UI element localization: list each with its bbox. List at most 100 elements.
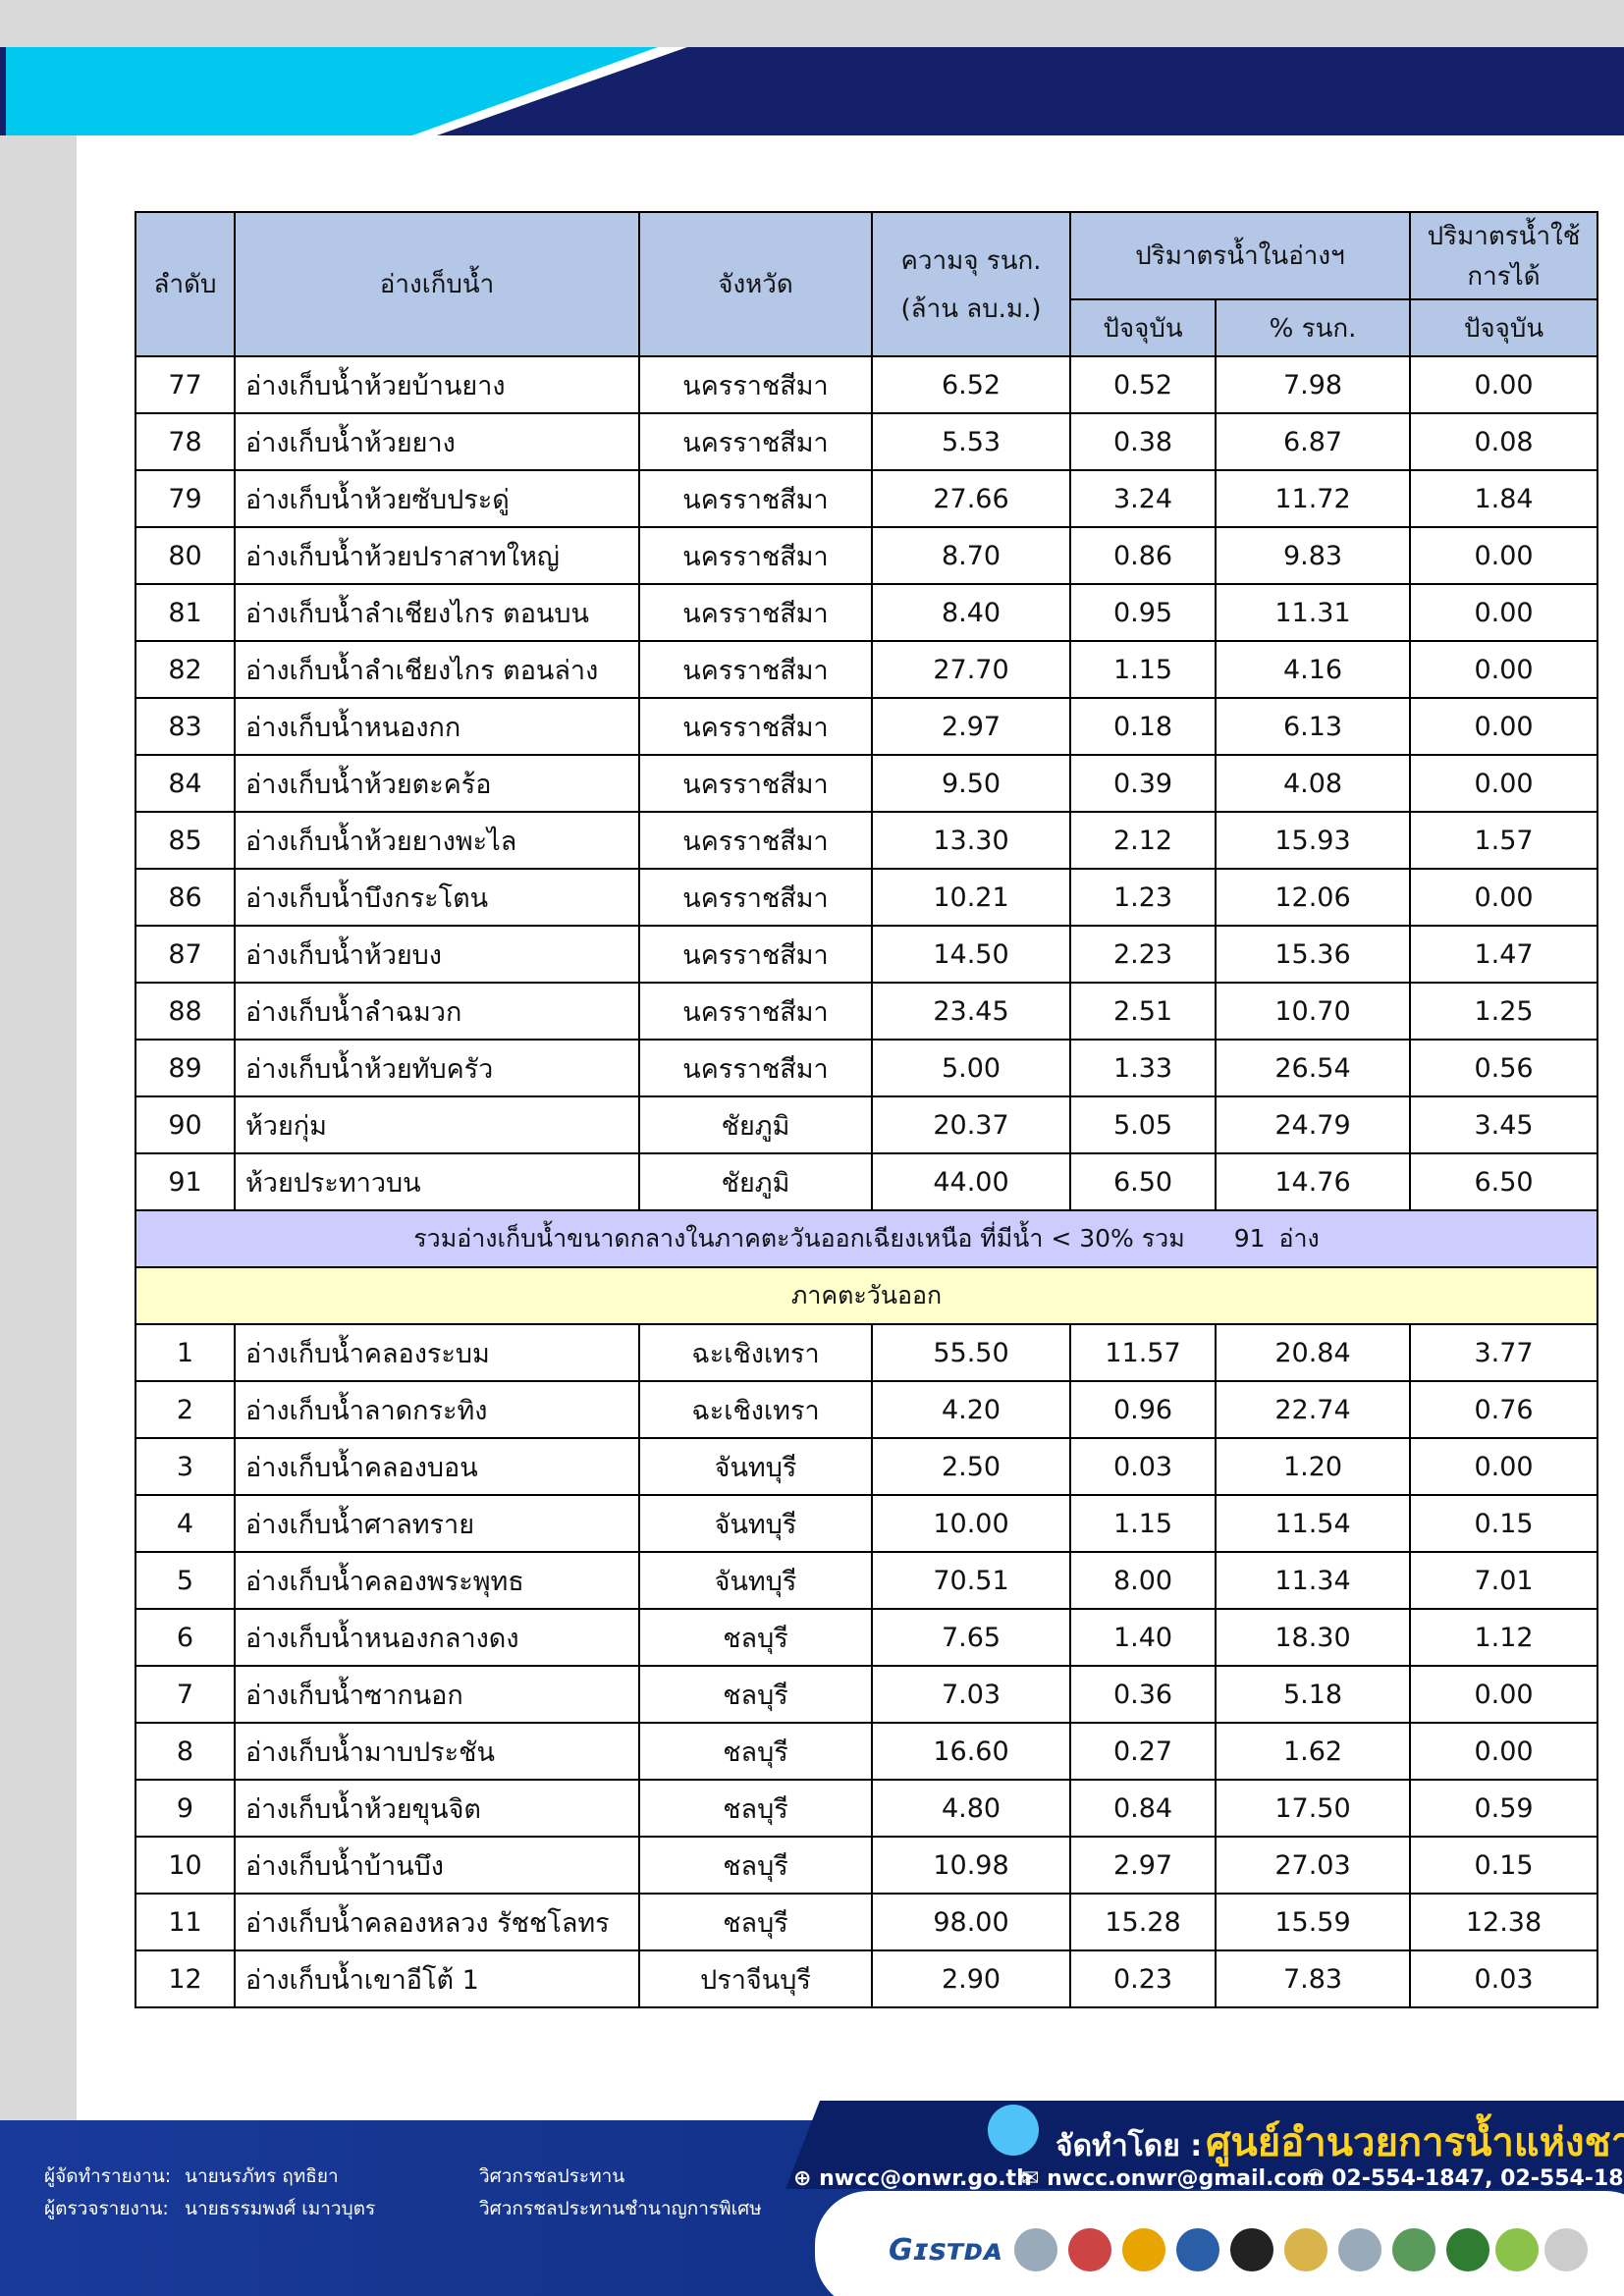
cell-usable: 1.25: [1409, 982, 1599, 1041]
cell-usable: 0.00: [1409, 1665, 1599, 1724]
cell-name: อ่างเก็บน้ำหนองกลางดง: [234, 1608, 640, 1667]
cell-capacity: 4.20: [871, 1380, 1071, 1439]
table-row: 78 อ่างเก็บน้ำห้วยยาง นครราชสีมา 5.53 0.38 6.…: [135, 412, 1599, 471]
cell-capacity: 5.53: [871, 412, 1071, 471]
cell-no: 84: [135, 754, 236, 813]
cell-percent: 4.16: [1214, 640, 1412, 699]
cell-percent: 20.84: [1214, 1323, 1412, 1382]
cell-usable: 3.45: [1409, 1095, 1599, 1154]
cell-usable: 0.00: [1409, 697, 1599, 756]
cell-volume: 0.36: [1069, 1665, 1217, 1724]
cell-usable: 0.15: [1409, 1836, 1599, 1895]
cell-usable: 0.08: [1409, 412, 1599, 471]
header-volume-now: ปัจจุบัน: [1069, 298, 1217, 357]
cell-name: อ่างเก็บน้ำห้วยขุนจิต: [234, 1779, 640, 1838]
cell-name: อ่างเก็บน้ำหนองกก: [234, 697, 640, 756]
cell-province: นครราชสีมา: [638, 583, 873, 642]
cell-name: อ่างเก็บน้ำห้วยทับครัว: [234, 1039, 640, 1097]
org-name: ศูนย์อำนวยการน้ำแห่งชาติ: [1206, 2120, 1624, 2165]
cell-volume: 3.24: [1069, 469, 1217, 528]
table-row: 9 อ่างเก็บน้ำห้วยขุนจิต ชลบุรี 4.80 0.84 17.5…: [135, 1779, 1599, 1838]
cell-volume: 2.51: [1069, 982, 1217, 1041]
cell-name: อ่างเก็บน้ำห้วยบง: [234, 925, 640, 984]
cell-no: 4: [135, 1494, 236, 1553]
cell-volume: 0.95: [1069, 583, 1217, 642]
summary-row: รวมอ่างเก็บน้ำขนาดกลางในภาคตะวันออกเฉียง…: [134, 1209, 1599, 1268]
gistda-logo: Gɪsᴛᴅᴀ: [889, 2233, 1002, 2268]
top-band: [0, 0, 1624, 47]
cell-province: นครราชสีมา: [638, 697, 873, 756]
email: ✉ nwcc.onwr@gmail.com: [1021, 2166, 1325, 2191]
cell-volume: 8.00: [1069, 1551, 1217, 1610]
cell-name: อ่างเก็บน้ำบ้านบึง: [234, 1836, 640, 1895]
cell-name: อ่างเก็บน้ำบึงกระโตน: [234, 868, 640, 927]
cell-percent: 9.83: [1214, 526, 1412, 585]
cell-volume: 0.39: [1069, 754, 1217, 813]
table-row: 91 ห้วยประทาวบน ชัยภูมิ 44.00 6.50 14.76 6.50: [135, 1152, 1599, 1211]
cell-percent: 15.36: [1214, 925, 1412, 984]
cell-percent: 11.31: [1214, 583, 1412, 642]
email-text: nwcc.onwr@gmail.com: [1047, 2166, 1325, 2191]
cell-usable: 1.47: [1409, 925, 1599, 984]
cell-province: จันทบุรี: [638, 1437, 873, 1496]
cell-percent: 11.34: [1214, 1551, 1412, 1610]
cell-capacity: 2.90: [871, 1949, 1071, 2008]
cell-usable: 0.03: [1409, 1949, 1599, 2008]
cell-no: 91: [135, 1152, 236, 1211]
section-title: ภาคตะวันออก: [134, 1266, 1599, 1325]
cell-no: 81: [135, 583, 236, 642]
cell-capacity: 14.50: [871, 925, 1071, 984]
cell-volume: 2.97: [1069, 1836, 1217, 1895]
cell-volume: 0.27: [1069, 1722, 1217, 1781]
header-usable-now: ปัจจุบัน: [1409, 298, 1599, 357]
cell-no: 10: [135, 1836, 236, 1895]
cell-capacity: 6.52: [871, 355, 1071, 414]
table-row: 88 อ่างเก็บน้ำลำฉมวก นครราชสีมา 23.45 2.51 10…: [135, 982, 1599, 1041]
phone: ✆ 02-554-1847, 02-554-1800: [1306, 2166, 1624, 2191]
table-row: 4 อ่างเก็บน้ำศาลทราย จันทบุรี 10.00 1.15 11.5…: [135, 1494, 1599, 1553]
cell-capacity: 10.00: [871, 1494, 1071, 1553]
cell-no: 85: [135, 811, 236, 870]
cell-volume: 0.96: [1069, 1380, 1217, 1439]
cell-no: 88: [135, 982, 236, 1041]
cell-percent: 27.03: [1214, 1836, 1412, 1895]
cell-percent: 15.59: [1214, 1893, 1412, 1951]
header-capacity-line: ความจุ รนก.: [900, 245, 1042, 276]
cell-name: อ่างเก็บน้ำห้วยซับประดู่: [234, 469, 640, 528]
table-row: 2 อ่างเก็บน้ำลาดกระทิง ฉะเชิงเทรา 4.20 0.96 2…: [135, 1380, 1599, 1439]
cell-usable: 3.77: [1409, 1323, 1599, 1382]
cell-percent: 10.70: [1214, 982, 1412, 1041]
cell-name: อ่างเก็บน้ำลำเชียงไกร ตอนล่าง: [234, 640, 640, 699]
header-no: ลำดับ: [135, 211, 236, 357]
summary-count: 91: [1233, 1224, 1266, 1253]
table-row: 80 อ่างเก็บน้ำห้วยปราสาทใหญ่ นครราชสีมา 8.7…: [135, 526, 1599, 585]
cell-usable: 1.12: [1409, 1608, 1599, 1667]
cell-no: 82: [135, 640, 236, 699]
cell-percent: 7.98: [1214, 355, 1412, 414]
cell-name: อ่างเก็บน้ำลำเชียงไกร ตอนบน: [234, 583, 640, 642]
cell-usable: 0.00: [1409, 526, 1599, 585]
summary-cell: รวมอ่างเก็บน้ำขนาดกลางในภาคตะวันออกเฉียง…: [134, 1209, 1599, 1268]
cell-volume: 0.18: [1069, 697, 1217, 756]
by-label: จัดทำโดย :: [1056, 2129, 1203, 2163]
cell-province: นครราชสีมา: [638, 811, 873, 870]
cell-volume: 0.52: [1069, 355, 1217, 414]
cell-percent: 17.50: [1214, 1779, 1412, 1838]
cell-capacity: 10.98: [871, 1836, 1071, 1895]
header-volume-pct: % รนก.: [1214, 298, 1412, 357]
table-row: 8 อ่างเก็บน้ำมาบประชัน ชลบุรี 16.60 0.27 1.62…: [135, 1722, 1599, 1781]
cell-capacity: 2.50: [871, 1437, 1071, 1496]
cell-no: 1: [135, 1323, 236, 1382]
cell-capacity: 23.45: [871, 982, 1071, 1041]
checked-name: นายธรรมพงศ์ เมาวบุตร: [185, 2198, 376, 2219]
cell-percent: 6.13: [1214, 697, 1412, 756]
cell-capacity: 70.51: [871, 1551, 1071, 1610]
cell-percent: 5.18: [1214, 1665, 1412, 1724]
cell-usable: 0.00: [1409, 1722, 1599, 1781]
cell-name: อ่างเก็บน้ำคลองพระพุทธ: [234, 1551, 640, 1610]
cell-province: นครราชสีมา: [638, 982, 873, 1041]
cell-percent: 6.87: [1214, 412, 1412, 471]
cell-name: อ่างเก็บน้ำลำฉมวก: [234, 982, 640, 1041]
cell-province: นครราชสีมา: [638, 640, 873, 699]
table-row: 84 อ่างเก็บน้ำห้วยตะคร้อ นครราชสีมา 9.50 0.3…: [135, 754, 1599, 813]
